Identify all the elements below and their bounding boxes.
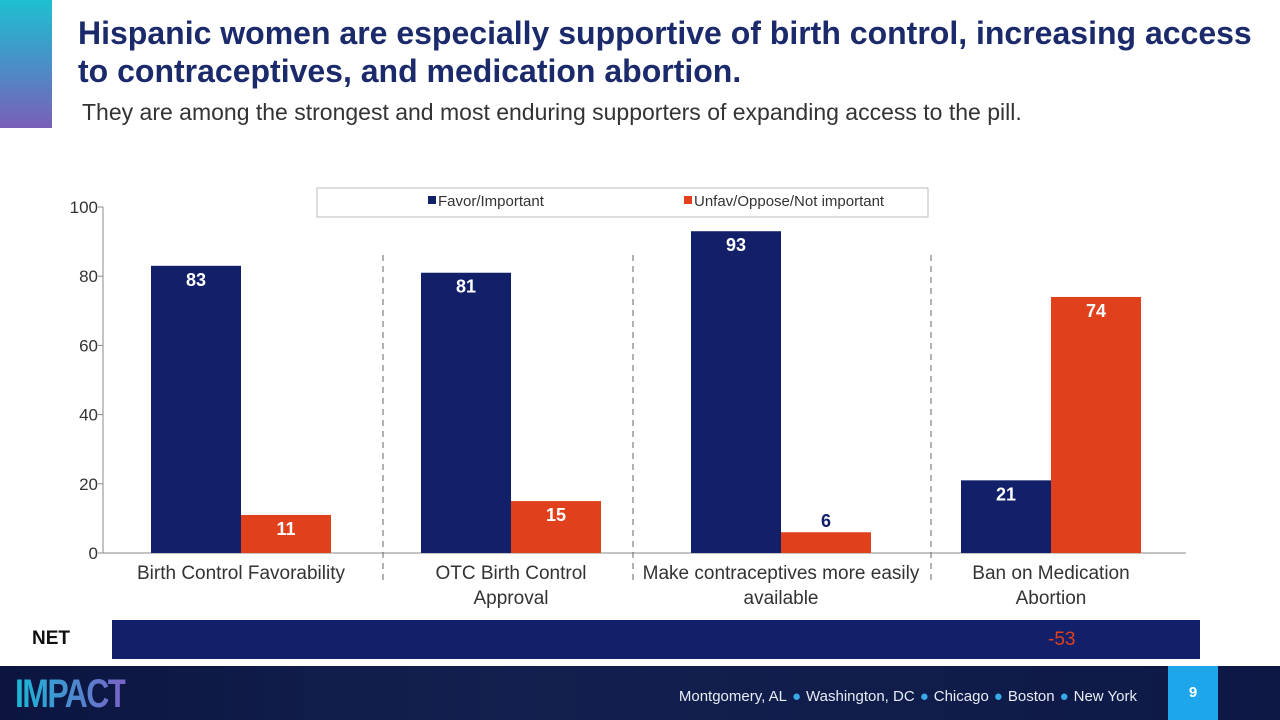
impact-logo: IMPACT xyxy=(15,672,127,716)
bar xyxy=(1051,296,1141,553)
page-title: Hispanic women are especially supportive… xyxy=(78,15,1252,89)
accent-bar xyxy=(0,0,52,128)
footer: IMPACT Montgomery, AL ● Washington, DC ● Chi… xyxy=(0,666,1280,720)
bar xyxy=(961,480,1051,553)
bar xyxy=(691,231,781,553)
bar xyxy=(781,532,871,553)
category-label: OTC Birth Control xyxy=(436,563,587,584)
net-label: NET xyxy=(32,628,70,649)
y-tick-label: 40 xyxy=(79,406,98,425)
legend-box xyxy=(316,187,929,218)
legend-swatch xyxy=(428,196,436,204)
bullet-icon: ● xyxy=(919,688,929,705)
data-label: 15 xyxy=(546,505,566,525)
data-label: 83 xyxy=(186,270,206,290)
category-label: available xyxy=(744,588,819,609)
bullet-icon: ● xyxy=(993,688,1003,705)
legend-label: Favor/Important xyxy=(438,193,545,210)
y-tick-label: 0 xyxy=(89,544,98,563)
legend-swatch xyxy=(684,196,692,204)
net-value-ban: -53 xyxy=(1048,629,1076,650)
category-label: Abortion xyxy=(1016,588,1087,609)
city: Washington, DC xyxy=(806,688,915,705)
category-label: Birth Control Favorability xyxy=(137,563,346,584)
category-label: Approval xyxy=(474,588,549,609)
data-label: 93 xyxy=(726,235,746,255)
y-tick-label: 100 xyxy=(70,198,98,217)
category-label: Ban on Medication xyxy=(972,563,1129,584)
y-tick-label: 80 xyxy=(79,267,98,286)
bar xyxy=(151,265,241,553)
category-label: Make contraceptives more easily xyxy=(643,563,920,584)
city: Boston xyxy=(1007,688,1055,705)
bar xyxy=(241,514,331,553)
page-subtitle: They are among the strongest and most en… xyxy=(82,99,1022,125)
bar xyxy=(511,501,601,553)
y-tick-label: 20 xyxy=(79,475,98,494)
bar xyxy=(421,272,511,553)
city: New York xyxy=(1073,688,1137,705)
city: Montgomery, AL xyxy=(678,688,787,705)
footer-cities: Montgomery, AL ● Washington, DC ● Chicago ● Bo… xyxy=(679,688,1137,705)
data-label: 21 xyxy=(996,484,1016,504)
y-tick-label: 60 xyxy=(79,336,98,355)
city: Chicago xyxy=(933,688,989,705)
data-label: 81 xyxy=(456,277,476,297)
bar-chart: Favor/Important Unfav/Oppose/Not importan… xyxy=(70,187,1186,609)
data-label: 6 xyxy=(821,511,831,531)
legend-label: Unfav/Oppose/Not important xyxy=(694,193,885,210)
page-number: 9 xyxy=(1168,666,1218,720)
data-label: 74 xyxy=(1086,301,1106,321)
net-bar: -53 xyxy=(112,620,1200,659)
bullet-icon: ● xyxy=(1059,688,1069,705)
data-label: 11 xyxy=(276,519,295,539)
bullet-icon: ● xyxy=(791,688,802,705)
